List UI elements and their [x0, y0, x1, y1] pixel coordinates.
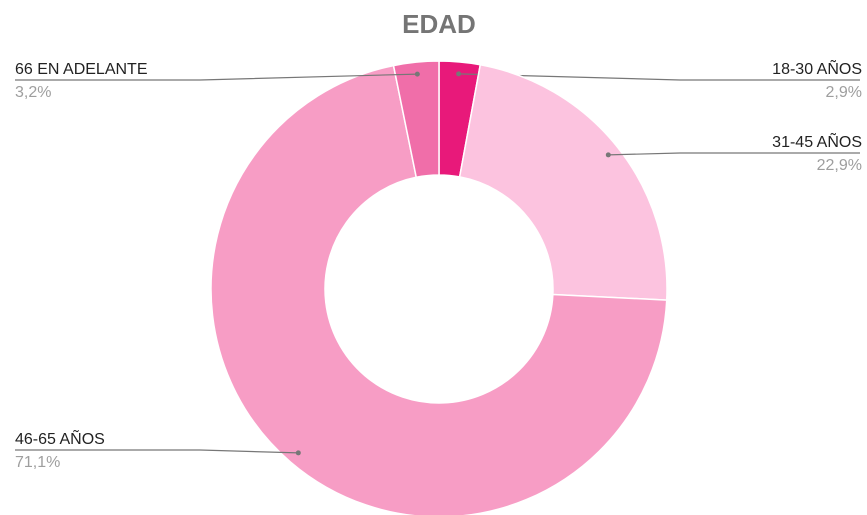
slice [458, 63, 668, 301]
value-label: 3,2% [15, 84, 51, 101]
slice [210, 64, 668, 515]
slice-label: 18-30 AÑOS [772, 58, 862, 78]
slice-label: 31-45 AÑOS [772, 131, 862, 151]
slice-label: 66 EN ADELANTE [15, 61, 148, 78]
value-label: 22,9% [817, 157, 862, 174]
value-label: 2,9% [826, 84, 862, 101]
leader-dot [295, 450, 301, 456]
leader-line [458, 73, 860, 81]
slice-label: 46-65 AÑOS [15, 428, 105, 448]
value-label: 71,1% [15, 454, 60, 471]
leader-line [15, 449, 299, 454]
leader-dot [414, 71, 420, 77]
leader-line [15, 73, 418, 81]
leader-dot [605, 152, 611, 158]
slice [392, 60, 440, 179]
chart-title: EDAD [402, 9, 476, 39]
leader-line [608, 152, 860, 156]
leader-dot [456, 71, 462, 77]
